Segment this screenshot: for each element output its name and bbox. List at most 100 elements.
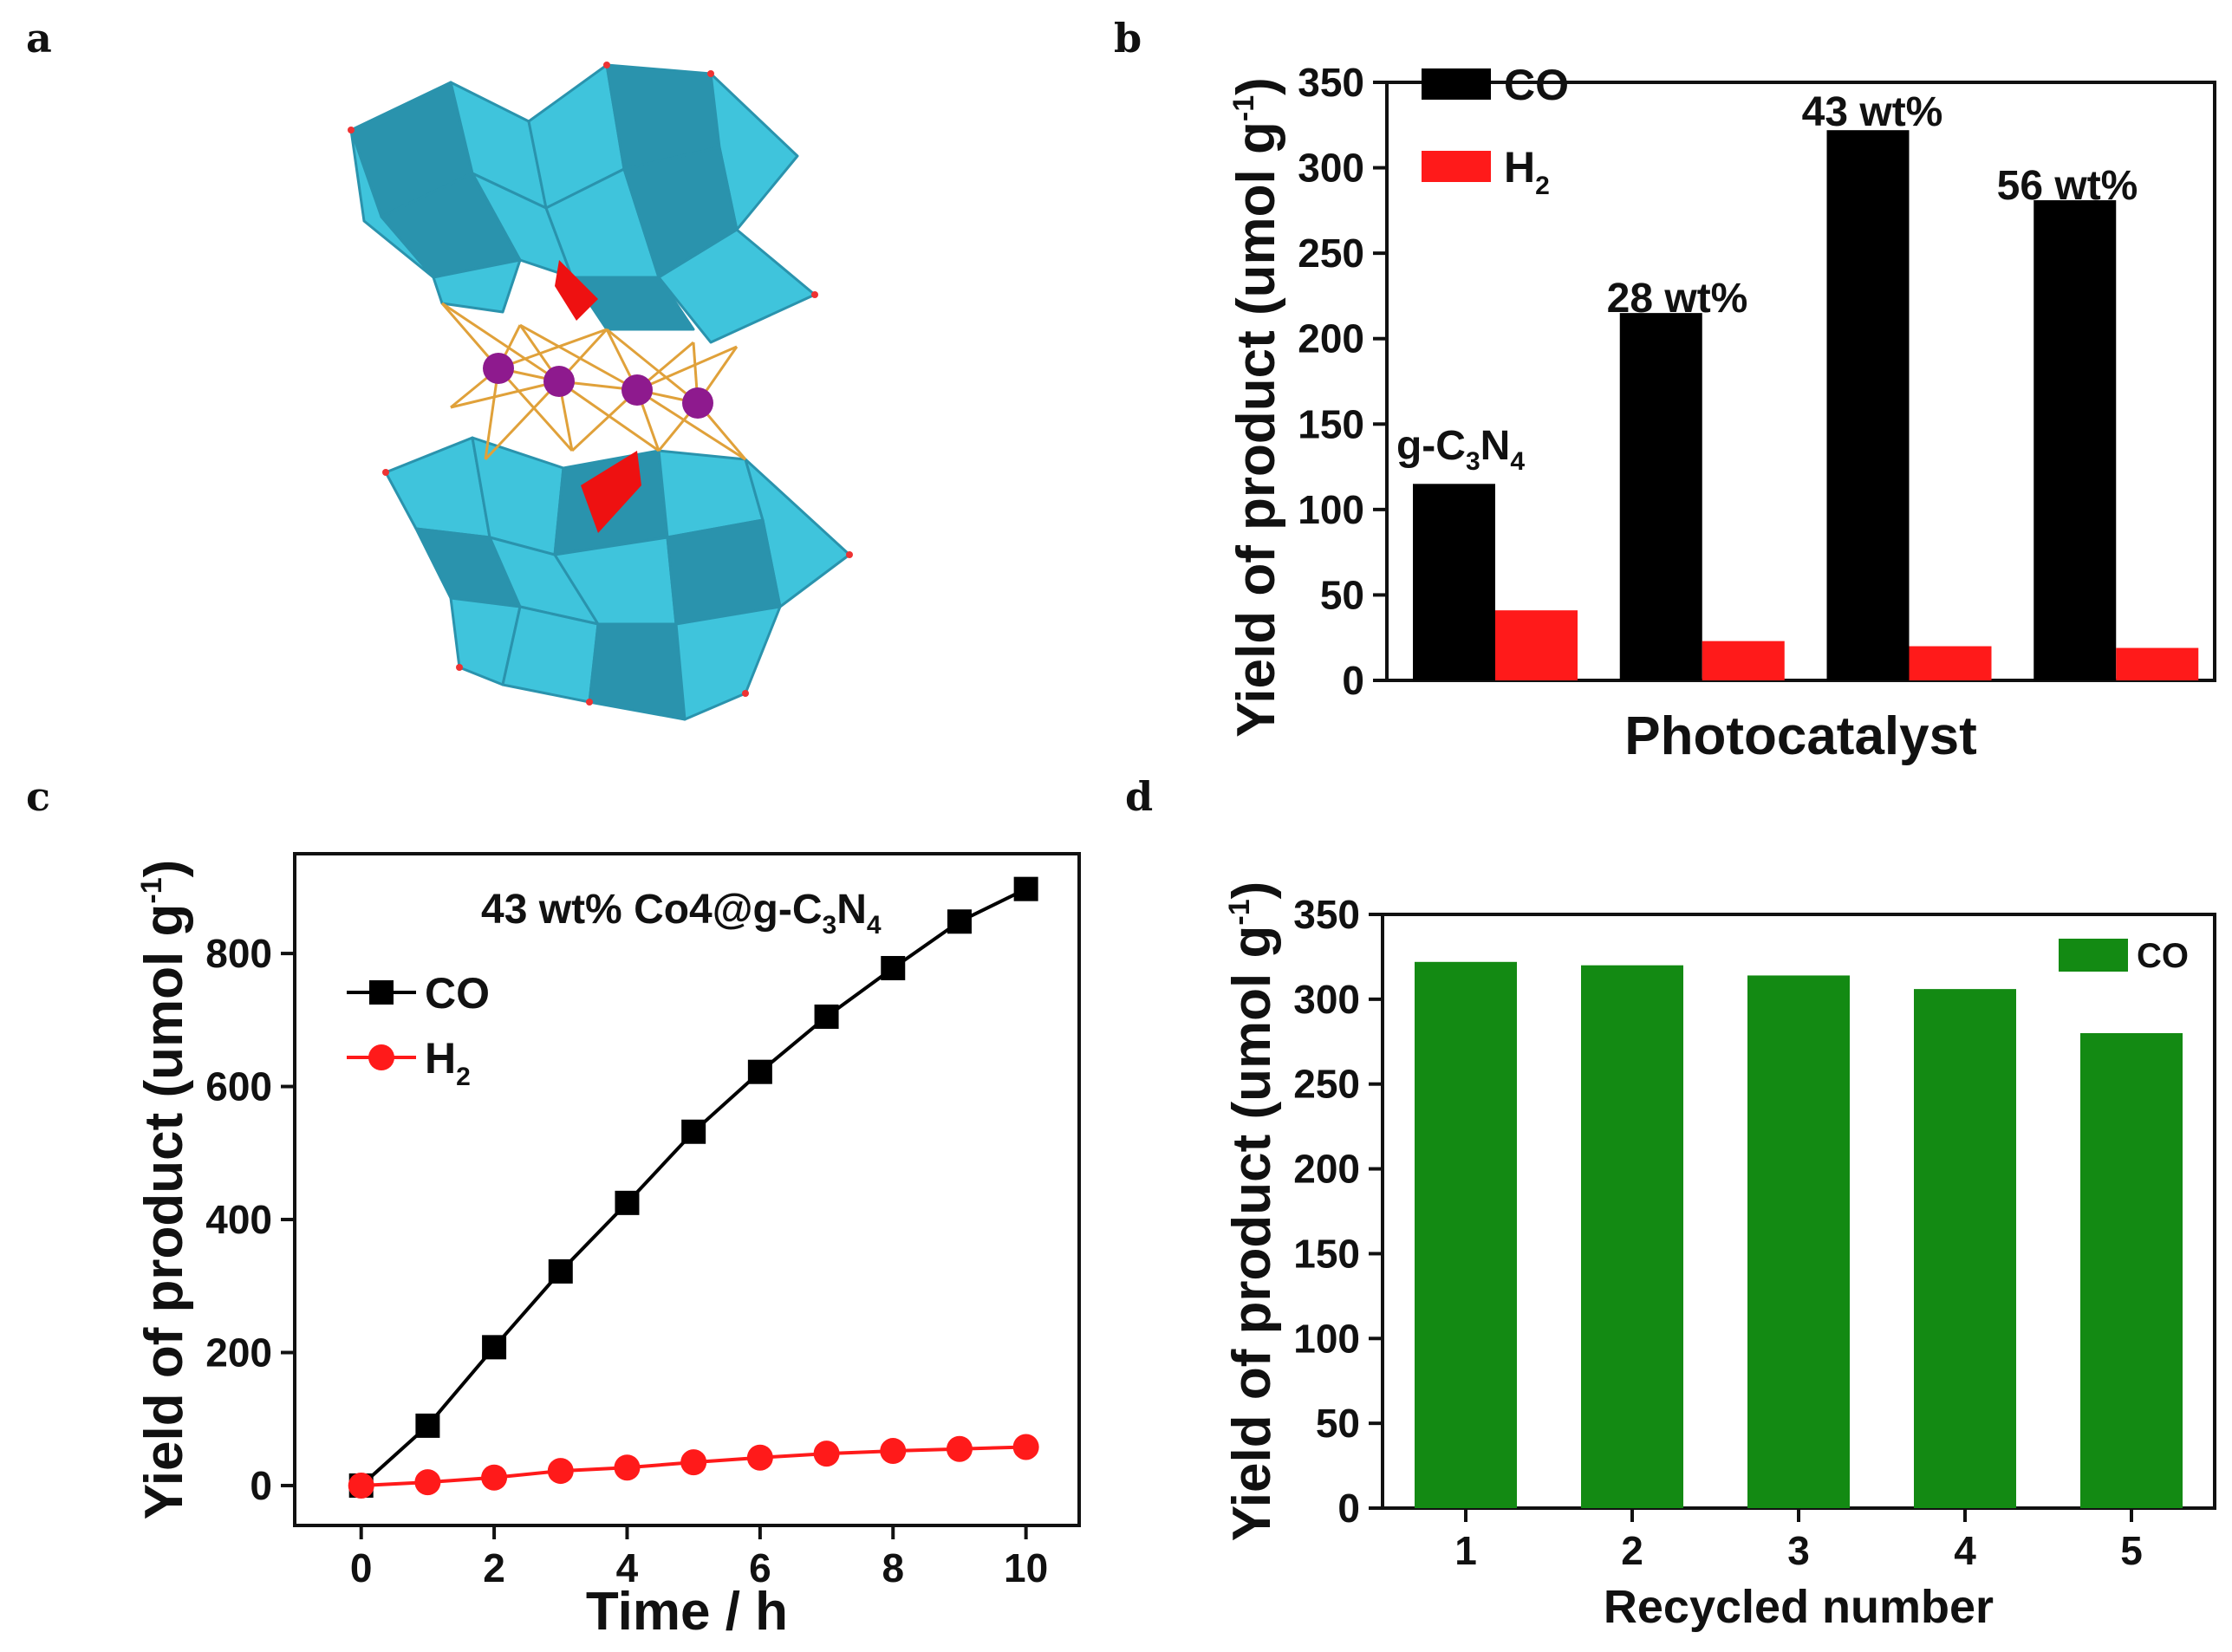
y-tick-label: 250 bbox=[1293, 1062, 1360, 1107]
bond bbox=[450, 380, 560, 409]
vertex-dot bbox=[707, 70, 714, 77]
y-tick-label: 300 bbox=[1298, 146, 1364, 191]
vertex-dot bbox=[811, 291, 818, 298]
bridge-lower bbox=[581, 451, 641, 533]
legend-label: CO bbox=[425, 969, 490, 1018]
octahedron bbox=[501, 605, 600, 704]
bond bbox=[636, 345, 738, 392]
h2-point bbox=[547, 1458, 574, 1485]
h2-bar-4 bbox=[2116, 647, 2199, 680]
bond bbox=[498, 328, 608, 370]
cobalt-atom bbox=[543, 366, 575, 397]
recycle-bar-2 bbox=[1581, 965, 1683, 1508]
cobalt-atom bbox=[483, 353, 514, 384]
y-tick-label: 250 bbox=[1298, 231, 1364, 276]
bar-annotation: 28 wt% bbox=[1607, 276, 1748, 322]
h2-point bbox=[680, 1449, 707, 1476]
y-tick-label: 0 bbox=[1342, 658, 1364, 703]
panel-letter-c: c bbox=[26, 773, 50, 820]
recycle-bar-1 bbox=[1415, 961, 1517, 1508]
y-tick-label: 0 bbox=[250, 1463, 272, 1508]
y-axis-title: Yield of product (umol g-1) bbox=[134, 860, 194, 1520]
y-tick-label: 100 bbox=[1293, 1316, 1360, 1361]
h2-point bbox=[481, 1464, 508, 1491]
x-tick-label: 1 bbox=[1454, 1528, 1477, 1573]
vertex-dot bbox=[586, 699, 593, 706]
h2-bar-2 bbox=[1702, 641, 1785, 680]
h2-point bbox=[1012, 1434, 1039, 1460]
vertex-dot bbox=[348, 127, 355, 133]
legend-label: CO bbox=[2137, 937, 2189, 975]
vertex-dot bbox=[846, 551, 853, 558]
h2-point bbox=[348, 1472, 374, 1499]
recycle-bar-4 bbox=[1914, 989, 2016, 1508]
bond bbox=[606, 328, 699, 405]
y-tick-label: 600 bbox=[205, 1064, 272, 1109]
bond bbox=[636, 388, 746, 461]
x-axis-title: Photocatalyst bbox=[1624, 706, 1977, 766]
y-tick-label: 200 bbox=[205, 1330, 272, 1375]
vertex-dot bbox=[742, 690, 749, 697]
y-tick-label: 350 bbox=[1293, 892, 1360, 937]
co-point bbox=[881, 955, 906, 980]
octahedron bbox=[657, 228, 817, 344]
x-tick-label: 4 bbox=[616, 1545, 639, 1590]
x-tick-label: 0 bbox=[350, 1545, 373, 1590]
co-bar-2 bbox=[1619, 313, 1702, 680]
octahedron bbox=[432, 258, 522, 314]
bond bbox=[441, 302, 560, 383]
co-point bbox=[615, 1190, 640, 1215]
legend-label: H2 bbox=[1504, 143, 1550, 200]
y-tick-label: 400 bbox=[205, 1197, 272, 1242]
x-axis-title: Recycled number bbox=[1604, 1581, 1994, 1633]
co-point bbox=[747, 1059, 772, 1084]
y-tick-label: 50 bbox=[1316, 1401, 1360, 1446]
y-tick-label: 350 bbox=[1298, 60, 1364, 105]
y-axis-title: Yield of product (umol g-1) bbox=[1227, 77, 1286, 738]
y-axis-title: Yield of product (umol g-1) bbox=[1222, 881, 1282, 1542]
x-tick-label: 3 bbox=[1787, 1528, 1810, 1573]
bar-annotation: g-C3N4 bbox=[1396, 423, 1525, 476]
bar-annotation: 43 wt% bbox=[1802, 89, 1943, 135]
panel-b-chart: 0 50 100 150 200 250 300 350 g-C3N4 28 wt% 43 wt% 5… bbox=[1227, 60, 2216, 766]
panel-d-chart: 0 50 100 150 200 250 300 350 1 2 3 4 5 CO Recycled num… bbox=[1222, 881, 2216, 1633]
x-axis-title: Time / h bbox=[586, 1582, 788, 1642]
legend-marker bbox=[368, 1044, 394, 1070]
h2-point bbox=[813, 1441, 840, 1467]
legend-marker bbox=[369, 980, 394, 1005]
h2-point bbox=[614, 1454, 641, 1481]
y-tick-label: 200 bbox=[1298, 316, 1364, 361]
y-tick-label: 150 bbox=[1298, 401, 1364, 446]
h2-bar-3 bbox=[1909, 646, 1992, 680]
x-tick-label: 4 bbox=[1954, 1528, 1976, 1573]
bar-annotation: 56 wt% bbox=[1997, 163, 2138, 209]
recycle-bar-3 bbox=[1747, 975, 1850, 1508]
y-tick-label: 50 bbox=[1320, 572, 1364, 617]
h2-point bbox=[880, 1438, 907, 1465]
bridge-upper bbox=[555, 260, 598, 321]
recycle-bar-5 bbox=[2080, 1033, 2183, 1508]
legend-label: H2 bbox=[425, 1034, 471, 1091]
panel-letter-d: d bbox=[1125, 773, 1153, 820]
panel-c-chart: 0 200 400 600 800 0 2 4 6 8 10 CO H2 43 wt% Co4@g-C3N… bbox=[134, 852, 1081, 1642]
co-point bbox=[548, 1259, 573, 1284]
octahedron bbox=[674, 605, 782, 721]
legend-label: CO bbox=[1504, 61, 1569, 109]
legend-swatch bbox=[1422, 151, 1491, 182]
x-tick-label: 8 bbox=[882, 1545, 904, 1590]
x-tick-label: 2 bbox=[483, 1545, 505, 1590]
h2-bar-1 bbox=[1495, 610, 1578, 680]
x-tick-label: 2 bbox=[1621, 1528, 1643, 1573]
h2-point bbox=[746, 1444, 773, 1471]
plot-frame bbox=[293, 852, 1081, 1527]
co-bar-1 bbox=[1413, 484, 1495, 680]
panel-letter-a: a bbox=[26, 15, 52, 62]
plot-frame bbox=[1385, 81, 2216, 682]
legend-swatch bbox=[2059, 939, 2128, 972]
y-tick-label: 0 bbox=[1337, 1486, 1360, 1531]
y-tick-label: 100 bbox=[1298, 487, 1364, 532]
co-bar-4 bbox=[2034, 200, 2117, 680]
bond bbox=[484, 380, 561, 461]
bond bbox=[497, 367, 574, 452]
legend-swatch bbox=[1422, 68, 1491, 100]
